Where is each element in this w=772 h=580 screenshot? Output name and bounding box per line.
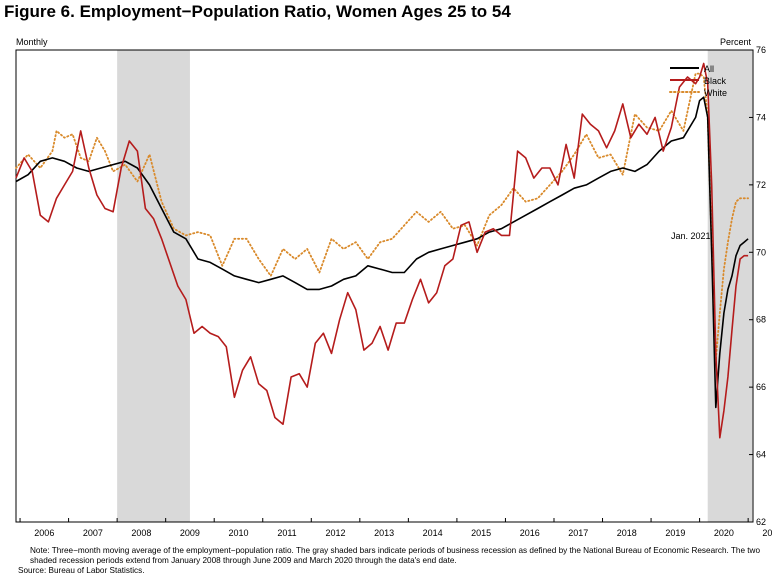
series-line-all: [15, 96, 749, 409]
y-tick-label-66: 66: [756, 382, 766, 392]
x-tick-label-2009: 2009: [180, 528, 200, 538]
x-tick-label-2014: 2014: [423, 528, 443, 538]
x-tick-label-2007: 2007: [83, 528, 103, 538]
x-tick-label-2010: 2010: [228, 528, 248, 538]
series-line-white: [15, 72, 749, 362]
legend-label-black: Black: [704, 76, 727, 86]
recession-band-1: [117, 50, 190, 522]
legend-label-all: All: [704, 64, 714, 74]
x-tick-label-2019: 2019: [665, 528, 685, 538]
x-tick-label-2016: 2016: [520, 528, 540, 538]
plot-frame: [15, 49, 754, 523]
chart-title: Figure 6. Employment−Population Ratio, W…: [4, 2, 511, 21]
legend-label-white: White: [704, 88, 727, 98]
x-tick-label-2012: 2012: [326, 528, 346, 538]
y-tick-label-76: 76: [756, 45, 766, 55]
y-tick-label-64: 64: [756, 450, 766, 460]
x-tick-label-2021: 2021: [762, 528, 772, 538]
note-text: Note: Three−month moving average of the …: [30, 546, 761, 565]
y-tick-label-74: 74: [756, 112, 766, 122]
x-tick-label-2015: 2015: [471, 528, 491, 538]
x-tick-label-2018: 2018: [617, 528, 637, 538]
x-tick-label-2017: 2017: [568, 528, 588, 538]
chart-note: Note: Three−month moving average of the …: [18, 546, 763, 576]
source-text: Source: Bureau of Labor Statistics.: [18, 566, 145, 575]
series-lines: [15, 62, 749, 439]
x-tick-labels: 2006 2007 2008 2009 2010 2011 2012 2013 2014 2015…: [34, 528, 772, 538]
y-axis-label: Percent: [720, 37, 752, 47]
series-line-black: [15, 62, 749, 439]
y-tick-labels: 62 64 66 68 70 72 74 76: [756, 45, 766, 527]
x-tick-label-2020: 2020: [714, 528, 734, 538]
recession-band-2: [707, 50, 753, 522]
x-tick-label-2008: 2008: [131, 528, 151, 538]
y-tick-label-72: 72: [756, 180, 766, 190]
y-tick-label-62: 62: [756, 517, 766, 527]
x-tick-label-2006: 2006: [34, 528, 54, 538]
x-tick-label-2011: 2011: [277, 528, 296, 538]
y-tick-label-68: 68: [756, 315, 766, 325]
end-annotation: Jan. 2021: [671, 231, 711, 241]
x-axis-label: Monthly: [16, 37, 48, 47]
y-tick-label-70: 70: [756, 247, 766, 257]
axis-ticks: [19, 49, 753, 523]
chart-legend: All Black White: [669, 64, 727, 98]
recession-bands: [117, 50, 753, 522]
x-tick-label-2013: 2013: [374, 528, 394, 538]
